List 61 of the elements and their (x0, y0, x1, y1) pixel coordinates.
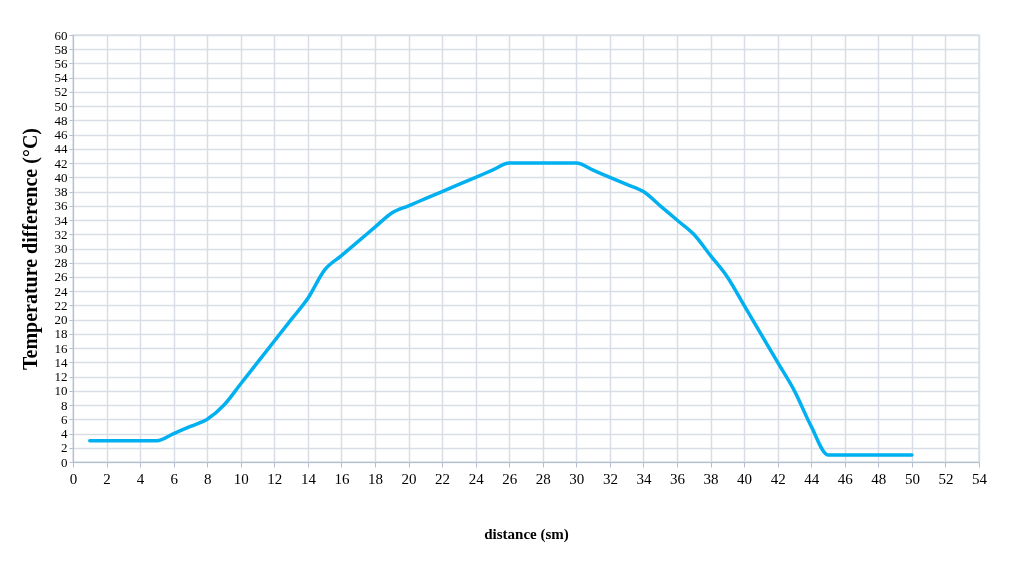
y-tick-label: 22 (54, 297, 68, 313)
x-tick-label: 14 (300, 470, 317, 487)
y-tick-label: 28 (54, 255, 68, 271)
y-tick-label: 26 (54, 269, 68, 285)
y-tick-label: 16 (54, 340, 68, 356)
y-tick-label: 34 (54, 212, 68, 228)
y-tick-label: 46 (54, 127, 68, 143)
x-tick-label: 34 (636, 470, 652, 487)
x-tick-label: 50 (904, 470, 920, 487)
y-tick-label: 4 (61, 426, 68, 442)
y-tick-label: 44 (54, 141, 68, 157)
x-tick-label: 10 (233, 470, 249, 487)
y-tick-label: 8 (61, 397, 68, 413)
y-tick-label: 12 (54, 369, 68, 385)
y-tick-label: 50 (54, 98, 68, 114)
x-tick-label: 22 (435, 470, 451, 487)
y-tick-label: 2 (61, 440, 68, 456)
y-tick-label: 36 (54, 198, 68, 214)
y-tick-label: 30 (54, 241, 68, 256)
x-tick-label: 52 (938, 470, 954, 487)
x-tick-label: 32 (602, 470, 618, 487)
y-tick-label: 14 (54, 354, 68, 370)
x-tick-label: 54 (972, 470, 988, 487)
y-tick-label: 54 (54, 70, 68, 86)
y-tick-label: 56 (54, 55, 68, 71)
x-tick-label: 26 (502, 470, 518, 487)
x-tick-label: 6 (170, 470, 179, 487)
x-tick-label: 8 (203, 470, 212, 487)
x-tick-label: 12 (267, 470, 283, 487)
x-tick-label: 46 (837, 470, 854, 487)
x-tick-label: 4 (136, 470, 145, 487)
y-tick-label: 60 (54, 27, 68, 43)
y-tick-label: 52 (54, 84, 68, 100)
x-tick-label: 42 (770, 470, 786, 487)
y-tick-label: 40 (54, 169, 68, 185)
y-tick-label: 18 (54, 326, 68, 342)
y-tick-label: 38 (54, 184, 68, 200)
y-tick-label: 48 (54, 112, 68, 128)
x-tick-label: 36 (670, 470, 686, 487)
x-tick-label: 2 (103, 470, 111, 487)
x-tick-label: 48 (871, 470, 887, 487)
x-tick-label: 30 (569, 470, 585, 487)
y-tick-label: 24 (54, 283, 68, 299)
x-axis-title: distance (sm) (484, 525, 569, 543)
x-tick-label: 28 (535, 470, 551, 487)
y-tick-label: 32 (54, 226, 68, 242)
y-tick-label: 0 (61, 454, 68, 470)
y-axis-title: Temperature difference (°C) (18, 127, 42, 371)
y-tick-label: 20 (54, 312, 68, 328)
x-tick-label: 16 (334, 470, 350, 487)
y-tick-label: 58 (54, 41, 68, 57)
y-tick-label: 6 (61, 411, 68, 427)
x-tick-label: 44 (804, 470, 820, 487)
x-tick-label: 18 (368, 470, 383, 487)
x-tick-label: 40 (737, 470, 753, 487)
x-tick-label: 20 (401, 470, 417, 487)
x-tick-label: 24 (468, 470, 485, 487)
x-tick-label: 38 (703, 470, 719, 487)
y-tick-label: 10 (54, 383, 68, 399)
line-series (88, 161, 914, 457)
y-tick-label: 42 (54, 155, 68, 171)
